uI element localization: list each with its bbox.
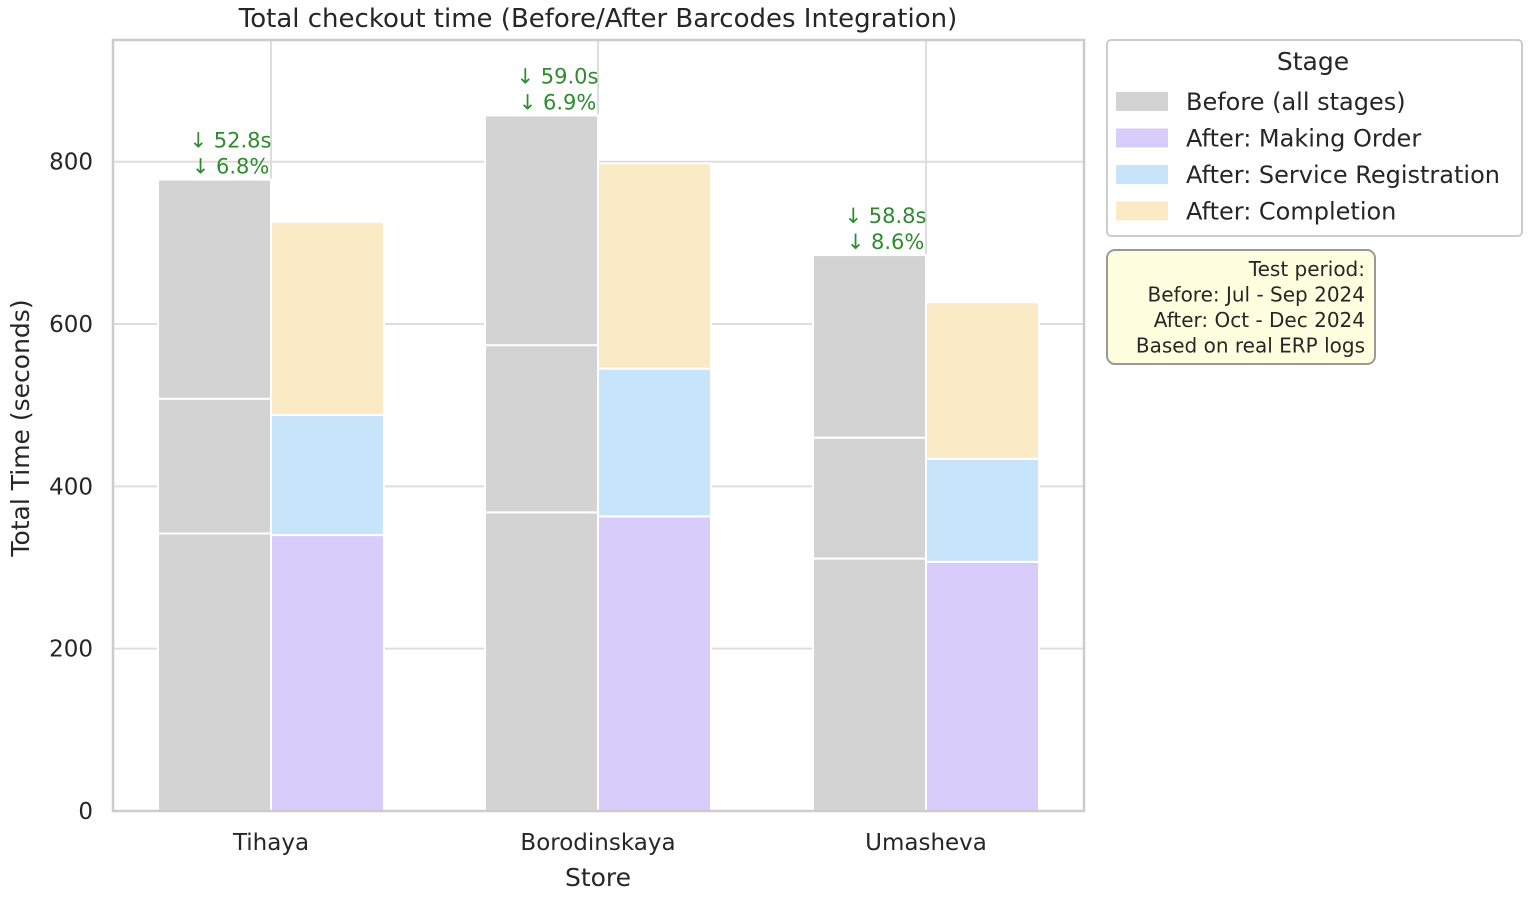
note-lines: Test period:Before: Jul - Sep 2024After:…: [1136, 257, 1365, 358]
legend-swatch: [1116, 92, 1168, 111]
y-tick-label: 0: [78, 799, 93, 825]
legend-label: After: Service Registration: [1186, 161, 1500, 189]
y-tick-label: 800: [49, 150, 93, 176]
bar-after-tihaya-seg-2: [270, 413, 385, 537]
y-axis-ticks: 0 200 400 600 800: [49, 150, 93, 825]
bar-before-umasheva-seg-2: [812, 436, 927, 560]
bar-before-borodinskaya-seg-3: [484, 114, 599, 347]
bar-after-borodinskaya-seg-1: [597, 515, 712, 812]
annotation-seconds: ↓ 59.0s: [517, 64, 599, 88]
annotation-seconds: ↓ 52.8s: [190, 129, 272, 153]
legend-items: Before (all stages) After: Making Order Af…: [1116, 88, 1500, 226]
legend-swatch: [1116, 201, 1168, 221]
legend-frame: [1106, 39, 1523, 237]
legend-label: Before (all stages): [1186, 88, 1406, 116]
plot-frame: [111, 38, 1086, 813]
x-axis-ticks: Tihaya Borodinskaya Umasheva: [232, 830, 987, 856]
bar-after-umasheva-seg-2: [925, 457, 1040, 563]
bar-after-umasheva-seg-1: [925, 560, 1040, 813]
x-tick-label: Umasheva: [865, 830, 987, 856]
note-line: After: Oct - Dec 2024: [1154, 308, 1365, 332]
bar-after-umasheva-seg-3: [925, 301, 1040, 460]
annotation-percent: ↓ 6.8%: [192, 155, 270, 179]
annotations: ↓ 52.8s↓ 6.8% ↓ 59.0s↓ 6.9% ↓ 58.8s↓ 8.6%: [190, 64, 927, 254]
note-line: Test period:: [1248, 257, 1365, 281]
bar-after-borodinskaya-seg-3: [597, 162, 712, 370]
annotation-percent: ↓ 8.6%: [847, 230, 925, 254]
x-tick-label: Tihaya: [232, 830, 309, 856]
bar-after-tihaya-seg-1: [270, 534, 385, 812]
x-axis-label: Store: [565, 863, 631, 892]
note-line: Based on real ERP logs: [1136, 334, 1365, 358]
note-line: Before: Jul - Sep 2024: [1148, 283, 1366, 307]
bar-before-borodinskaya-seg-1: [484, 511, 599, 812]
test-period-note: Test period:Before: Jul - Sep 2024After:…: [1106, 249, 1376, 365]
note-box: [1106, 249, 1376, 365]
bar-before-umasheva-seg-1: [812, 557, 927, 812]
legend-swatch: [1116, 128, 1168, 148]
bar-after-tihaya-seg-3: [270, 220, 385, 416]
bar-before-tihaya-seg-2: [157, 397, 272, 535]
legend-label: After: Making Order: [1186, 125, 1421, 153]
bar-before-tihaya-seg-1: [157, 532, 272, 812]
legend-title: Stage: [1277, 47, 1349, 76]
bar-before-umasheva-seg-3: [812, 254, 927, 439]
bars: [157, 114, 1040, 813]
x-tick-label: Borodinskaya: [520, 830, 675, 856]
y-tick-label: 400: [49, 474, 93, 500]
y-axis-label: Total Time (seconds): [6, 299, 35, 557]
legend-label: After: Completion: [1186, 198, 1396, 226]
bar-after-borodinskaya-seg-2: [597, 367, 712, 518]
annotation-seconds: ↓ 58.8s: [845, 204, 927, 228]
legend: Stage Before (all stages) After: Making O…: [1106, 39, 1523, 237]
bar-before-tihaya-seg-3: [157, 178, 272, 400]
y-tick-label: 600: [49, 312, 93, 338]
bar-before-borodinskaya-seg-2: [484, 344, 599, 514]
legend-swatch: [1116, 165, 1168, 184]
chart-title: Total checkout time (Before/After Barcod…: [238, 4, 957, 34]
y-tick-label: 200: [49, 637, 93, 663]
annotation-percent: ↓ 6.9%: [519, 90, 597, 114]
